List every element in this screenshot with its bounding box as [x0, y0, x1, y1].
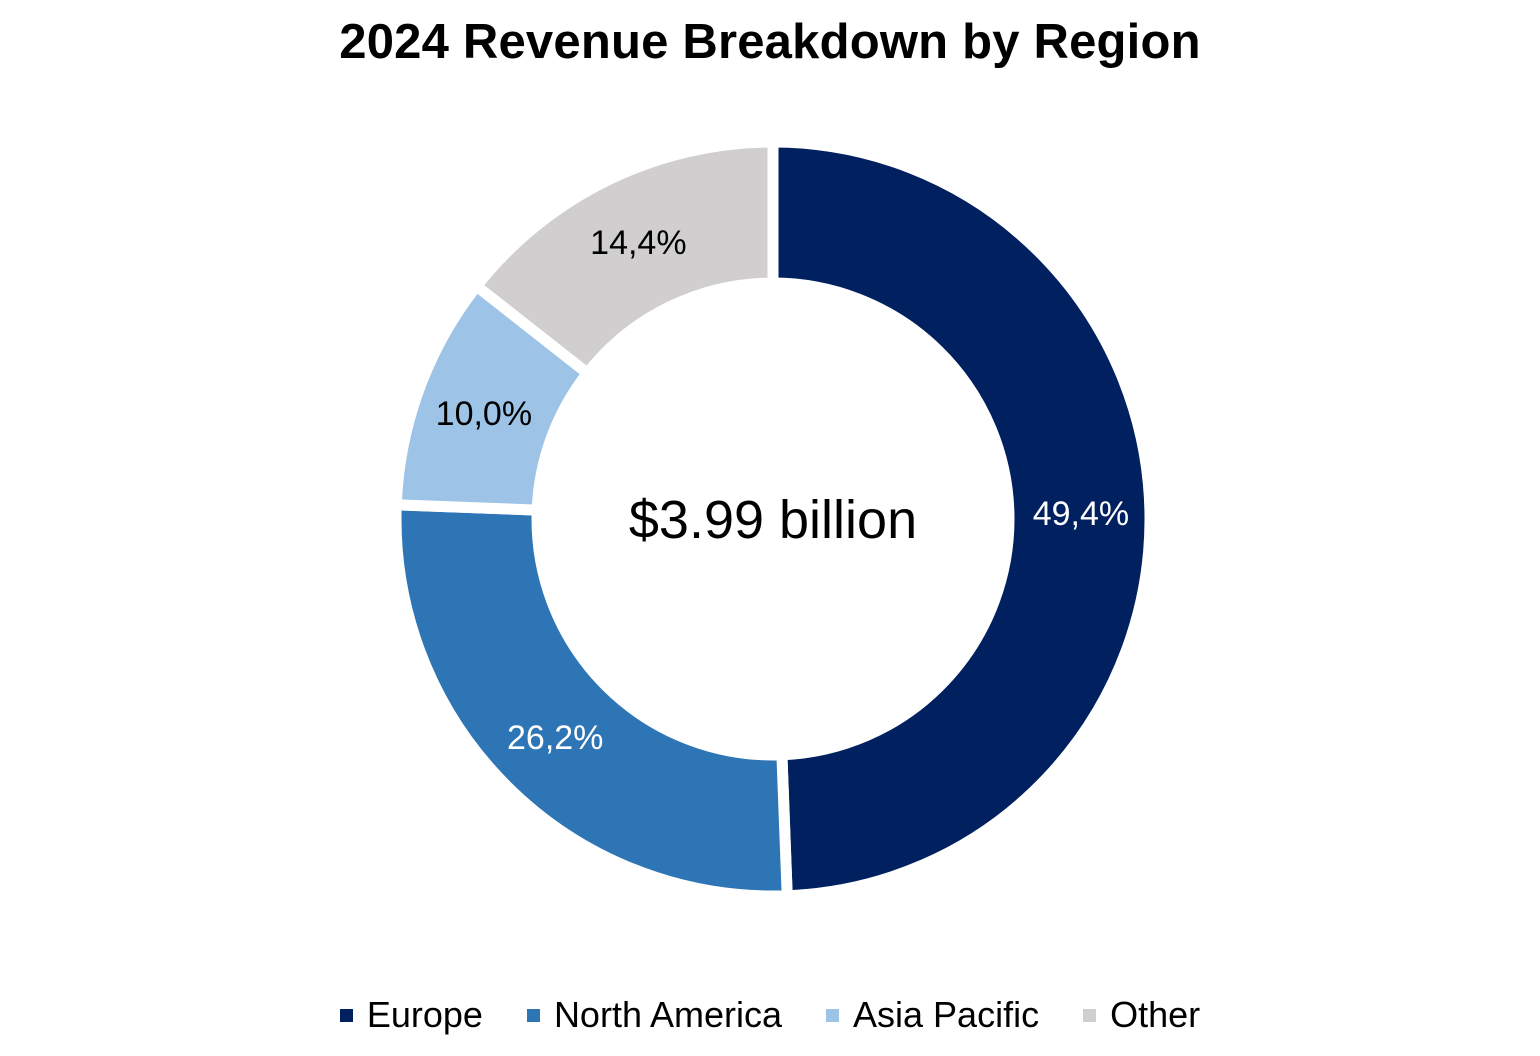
legend-label-other: Other [1110, 994, 1201, 1035]
center-total-label: $3.99 billion [629, 490, 917, 550]
slice-label-north-america: 26,2% [507, 719, 603, 757]
donut-slices [390, 136, 1156, 902]
legend-item-europe: Europe [339, 994, 483, 1036]
legend-swatch-north-america [526, 1008, 540, 1022]
legend-swatch-europe [339, 1008, 353, 1022]
slice-europe [767, 136, 1156, 902]
chart-title: 2024 Revenue Breakdown by Region [339, 15, 1201, 69]
legend-swatch-asia-pacific [826, 1008, 840, 1022]
legend-label-europe: Europe [366, 994, 483, 1035]
legend-swatch-other [1083, 1008, 1097, 1022]
slice-other [468, 136, 779, 381]
legend-item-north-america: North America [526, 994, 783, 1036]
slice-label-asia-pacific: 10,0% [436, 395, 532, 433]
legend: Europe North America Asia Pacific Other [0, 990, 1540, 1040]
legend-item-other: Other [1083, 994, 1200, 1036]
slice-label-other: 14,4% [590, 224, 686, 262]
slice-label-europe: 49,4% [1033, 495, 1129, 533]
slice-labels: 49,4% 26,2% 10,0% 14,4% [436, 224, 1129, 757]
legend-label-north-america: North America [553, 994, 783, 1035]
legend-item-asia-pacific: Asia Pacific [826, 994, 1039, 1036]
slice-north-america [390, 499, 793, 902]
legend-label-asia-pacific: Asia Pacific [853, 994, 1040, 1035]
